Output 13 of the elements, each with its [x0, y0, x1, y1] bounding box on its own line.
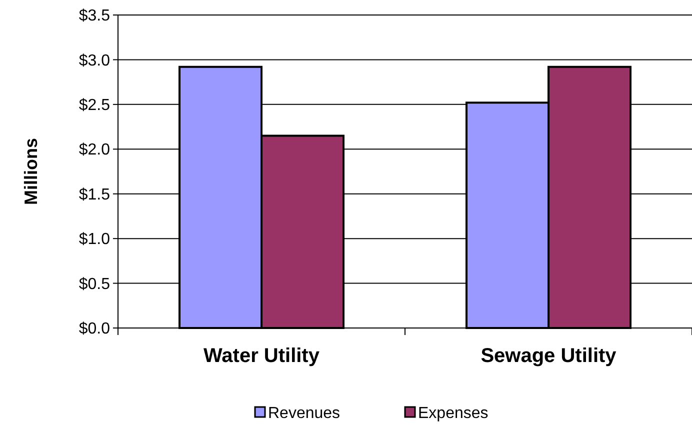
- legend-label: Revenues: [268, 405, 340, 422]
- y-axis-title: Millions: [21, 138, 41, 205]
- y-tick-label: $0.0: [78, 320, 110, 338]
- legend-label: Expenses: [418, 405, 488, 422]
- x-tick-label: Water Utility: [204, 345, 320, 367]
- y-tick-label: $1.0: [78, 231, 110, 248]
- y-tick-label: $1.5: [78, 186, 110, 204]
- y-tick-label: $3.0: [78, 52, 110, 70]
- y-tick-label: $3.5: [78, 8, 110, 25]
- y-tick-label: $2.5: [78, 97, 110, 114]
- y-tick-label: $0.5: [78, 276, 110, 293]
- y-tick-label: $2.0: [78, 142, 110, 159]
- x-tick-label: Sewage Utility: [480, 345, 618, 367]
